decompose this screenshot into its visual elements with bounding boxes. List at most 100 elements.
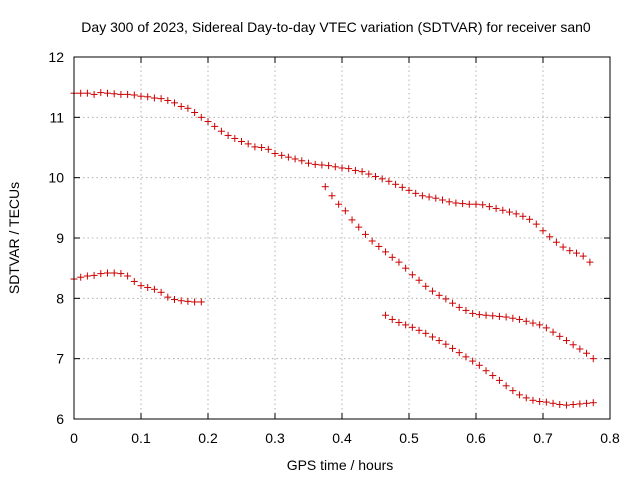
data-point: [502, 382, 510, 390]
x-tick-label: 0.5: [399, 430, 419, 446]
data-point: [435, 291, 443, 299]
data-point: [191, 298, 199, 306]
chart-title: Day 300 of 2023, Sidereal Day-to-day VTE…: [81, 19, 591, 35]
data-point: [271, 150, 279, 158]
data-point: [556, 332, 564, 340]
data-point: [264, 145, 272, 153]
data-point: [479, 201, 487, 209]
data-point: [442, 340, 450, 348]
data-point: [395, 318, 403, 326]
data-point: [516, 391, 524, 399]
data-point: [385, 177, 393, 185]
data-point: [542, 324, 550, 332]
data-point: [522, 394, 530, 402]
data-point: [516, 315, 524, 323]
data-point: [117, 90, 125, 98]
data-point: [536, 398, 544, 406]
data-point: [197, 298, 205, 306]
x-tick-label: 0.3: [265, 430, 285, 446]
data-point: [462, 353, 470, 361]
data-point: [83, 89, 91, 97]
data-point: [191, 109, 199, 117]
data-point: [184, 297, 192, 305]
data-point: [512, 210, 520, 218]
data-point: [328, 192, 336, 200]
data-point: [472, 200, 480, 208]
y-tick-label: 8: [56, 290, 64, 306]
data-point: [361, 230, 369, 238]
data-point: [432, 194, 440, 202]
data-point: [325, 162, 333, 170]
data-point: [586, 258, 594, 266]
data-point: [110, 269, 118, 277]
series-track-3: [321, 183, 597, 363]
data-point: [422, 282, 430, 290]
data-point: [529, 396, 537, 404]
x-tick-label: 0.8: [600, 430, 620, 446]
data-point: [217, 127, 225, 135]
data-point: [157, 288, 165, 296]
data-point: [583, 399, 591, 407]
data-point: [455, 349, 463, 357]
data-point: [83, 272, 91, 280]
data-point: [546, 233, 554, 241]
data-point: [137, 282, 145, 290]
data-point: [90, 271, 98, 279]
x-axis-label: GPS time / hours: [287, 457, 394, 473]
data-point: [402, 321, 410, 329]
data-point: [244, 140, 252, 148]
data-point: [224, 131, 232, 139]
data-point: [519, 212, 527, 220]
data-point: [439, 196, 446, 204]
data-point: [556, 401, 564, 409]
data-point: [171, 296, 178, 304]
data-point: [428, 333, 436, 341]
data-point: [422, 329, 430, 337]
data-point: [418, 192, 426, 200]
data-point: [475, 361, 483, 369]
data-point: [130, 277, 138, 285]
data-point: [549, 399, 557, 407]
data-point: [536, 321, 544, 329]
data-point: [542, 398, 550, 406]
data-point: [526, 215, 534, 223]
data-point: [562, 337, 570, 345]
y-tick-label: 7: [56, 351, 64, 367]
data-point: [348, 216, 356, 224]
y-tick-label: 6: [56, 411, 64, 427]
data-point: [502, 313, 510, 321]
data-point: [90, 90, 98, 98]
data-point: [455, 303, 463, 311]
data-point: [532, 220, 540, 228]
data-point: [311, 160, 319, 168]
data-point: [398, 183, 406, 191]
data-point: [408, 271, 416, 279]
data-point: [341, 207, 349, 215]
data-point: [566, 247, 574, 255]
series-track-4: [382, 311, 597, 409]
data-point: [298, 157, 306, 165]
data-point: [77, 89, 85, 97]
data-point: [428, 287, 436, 295]
data-point: [415, 326, 423, 334]
data-point: [506, 208, 513, 216]
data-point: [77, 273, 85, 281]
data-point: [469, 309, 477, 317]
x-tick-label: 0.1: [131, 430, 151, 446]
data-point: [576, 400, 584, 408]
data-point: [522, 317, 530, 325]
data-point: [412, 189, 420, 197]
data-point: [204, 118, 212, 126]
data-point: [395, 258, 403, 266]
data-point: [358, 168, 366, 176]
data-point: [150, 285, 158, 293]
data-point: [388, 315, 396, 323]
data-point: [382, 311, 390, 319]
data-point: [104, 269, 111, 277]
x-tick-label: 0: [70, 430, 78, 446]
data-point: [475, 311, 483, 319]
data-point: [549, 328, 557, 336]
data-point: [445, 198, 453, 206]
data-point: [499, 206, 507, 214]
